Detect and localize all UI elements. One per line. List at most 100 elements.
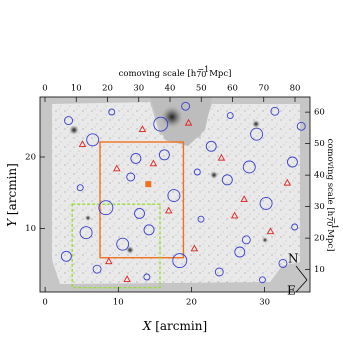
y-tick-label: 20	[25, 153, 36, 163]
galaxy-circle	[116, 237, 130, 251]
galaxy-circle	[76, 184, 84, 192]
galaxy-triangle	[230, 211, 239, 219]
y2-tick-label: 60	[314, 108, 325, 118]
galaxy-triangle	[217, 153, 226, 161]
galaxy-circle	[250, 127, 264, 141]
galaxy-circle	[167, 189, 181, 203]
x2-tick-label: 20	[102, 84, 113, 94]
compass-arrow	[295, 265, 308, 281]
x2-tick-label: 70	[258, 84, 269, 94]
y2-tick-label: 30	[314, 202, 325, 212]
galaxy-circle	[126, 172, 136, 182]
galaxy-circle	[234, 246, 246, 258]
x-axis-label: X [arcmin]	[142, 319, 207, 333]
region-box	[99, 141, 185, 259]
galaxy-circle	[134, 207, 145, 219]
label-unit: [arcmin]	[155, 319, 207, 333]
galaxy-circle	[158, 149, 170, 161]
galaxy-circle	[241, 235, 251, 245]
galaxy-triangle	[165, 206, 173, 214]
galaxy-circle	[92, 264, 102, 274]
label-unit: Mpc]	[209, 69, 231, 79]
galaxy-circle	[143, 273, 151, 281]
x-tick-label: 20	[186, 298, 197, 308]
label-unit: Mpc]	[326, 229, 336, 251]
galaxy-circle	[153, 116, 169, 132]
galaxy-circle	[258, 276, 266, 284]
galaxy-triangle	[283, 178, 292, 186]
x-tick-label: 30	[259, 298, 270, 308]
region-box	[71, 203, 161, 289]
galaxy-circle	[270, 106, 280, 116]
center-square	[145, 181, 152, 188]
galaxy-circle	[86, 133, 100, 147]
star	[69, 125, 79, 135]
label-sub: 70	[196, 70, 206, 79]
y-axis-label: Y [arcmin]	[5, 163, 19, 227]
galaxy-triangle	[190, 244, 199, 252]
bright-star	[160, 105, 184, 129]
star	[210, 171, 218, 179]
compass-arrow	[295, 279, 308, 293]
overlay	[60, 101, 306, 289]
star	[126, 246, 134, 254]
galaxy-circle	[259, 196, 273, 210]
image-field	[52, 102, 300, 284]
galaxy-triangle	[240, 195, 248, 202]
x2-tick-label: 0	[42, 84, 47, 94]
galaxy-circle	[64, 116, 73, 126]
galaxy-triangle	[78, 140, 87, 147]
x2-tick-label: 10	[71, 84, 82, 94]
label-sup: −1	[197, 65, 209, 74]
galaxy-circle	[172, 253, 188, 269]
galaxy-circle	[143, 224, 155, 236]
galaxy-circle	[60, 250, 72, 262]
label-sup: −1	[330, 217, 339, 229]
x2-tick-label: 80	[290, 84, 301, 94]
star	[252, 120, 260, 128]
galaxy-circle	[296, 121, 306, 131]
galaxy-circle	[226, 112, 234, 120]
galaxy-triangle	[138, 125, 147, 132]
galaxy-triangle	[184, 118, 193, 126]
x2-tick-label: 50	[196, 84, 207, 94]
compass-e: E	[287, 284, 296, 298]
galaxy-circle	[221, 174, 233, 186]
galaxy-circle	[130, 152, 142, 164]
galaxy-circle	[193, 168, 201, 176]
galaxy-circle	[98, 200, 114, 216]
label-symbol: X	[142, 319, 152, 333]
x2-tick-label: 60	[227, 84, 238, 94]
galaxy-circle	[79, 226, 93, 240]
y2-tick-label: 20	[314, 234, 325, 244]
galaxy-circle	[197, 215, 205, 223]
galaxy-triangle	[123, 275, 131, 282]
label-text: comoving scale [h	[326, 139, 336, 217]
galaxy-triangle	[105, 257, 113, 265]
y2-axis-label: comoving scale [h70−1Mpc]	[325, 139, 339, 252]
label-text: comoving scale [h	[119, 69, 197, 79]
compass: N E	[287, 252, 308, 298]
y2-tick-label: 50	[314, 139, 325, 149]
star	[262, 237, 268, 243]
x2-tick-label: 30	[133, 84, 144, 94]
galaxy-circle	[278, 258, 288, 268]
sky-image	[40, 97, 310, 292]
galaxy-circle	[108, 108, 116, 116]
y2-tick-label: 40	[314, 171, 325, 181]
y2-tick-label: 10	[314, 265, 325, 275]
galaxy-circle	[181, 101, 191, 111]
galaxy-triangle	[113, 164, 121, 172]
x-tick-label: 10	[113, 298, 124, 308]
galaxy-circle	[205, 140, 217, 152]
galaxy-triangle	[149, 159, 158, 167]
x2-axis-label: comoving scale [h70−1Mpc]	[119, 65, 232, 79]
label-unit: [arcmin]	[5, 163, 19, 215]
y-tick-label: 10	[25, 224, 36, 234]
galaxy-circle	[291, 223, 299, 231]
galaxy-circle	[214, 267, 224, 277]
compass-n: N	[288, 252, 299, 266]
label-symbol: Y	[5, 218, 19, 227]
label-sub: 70	[325, 216, 334, 226]
